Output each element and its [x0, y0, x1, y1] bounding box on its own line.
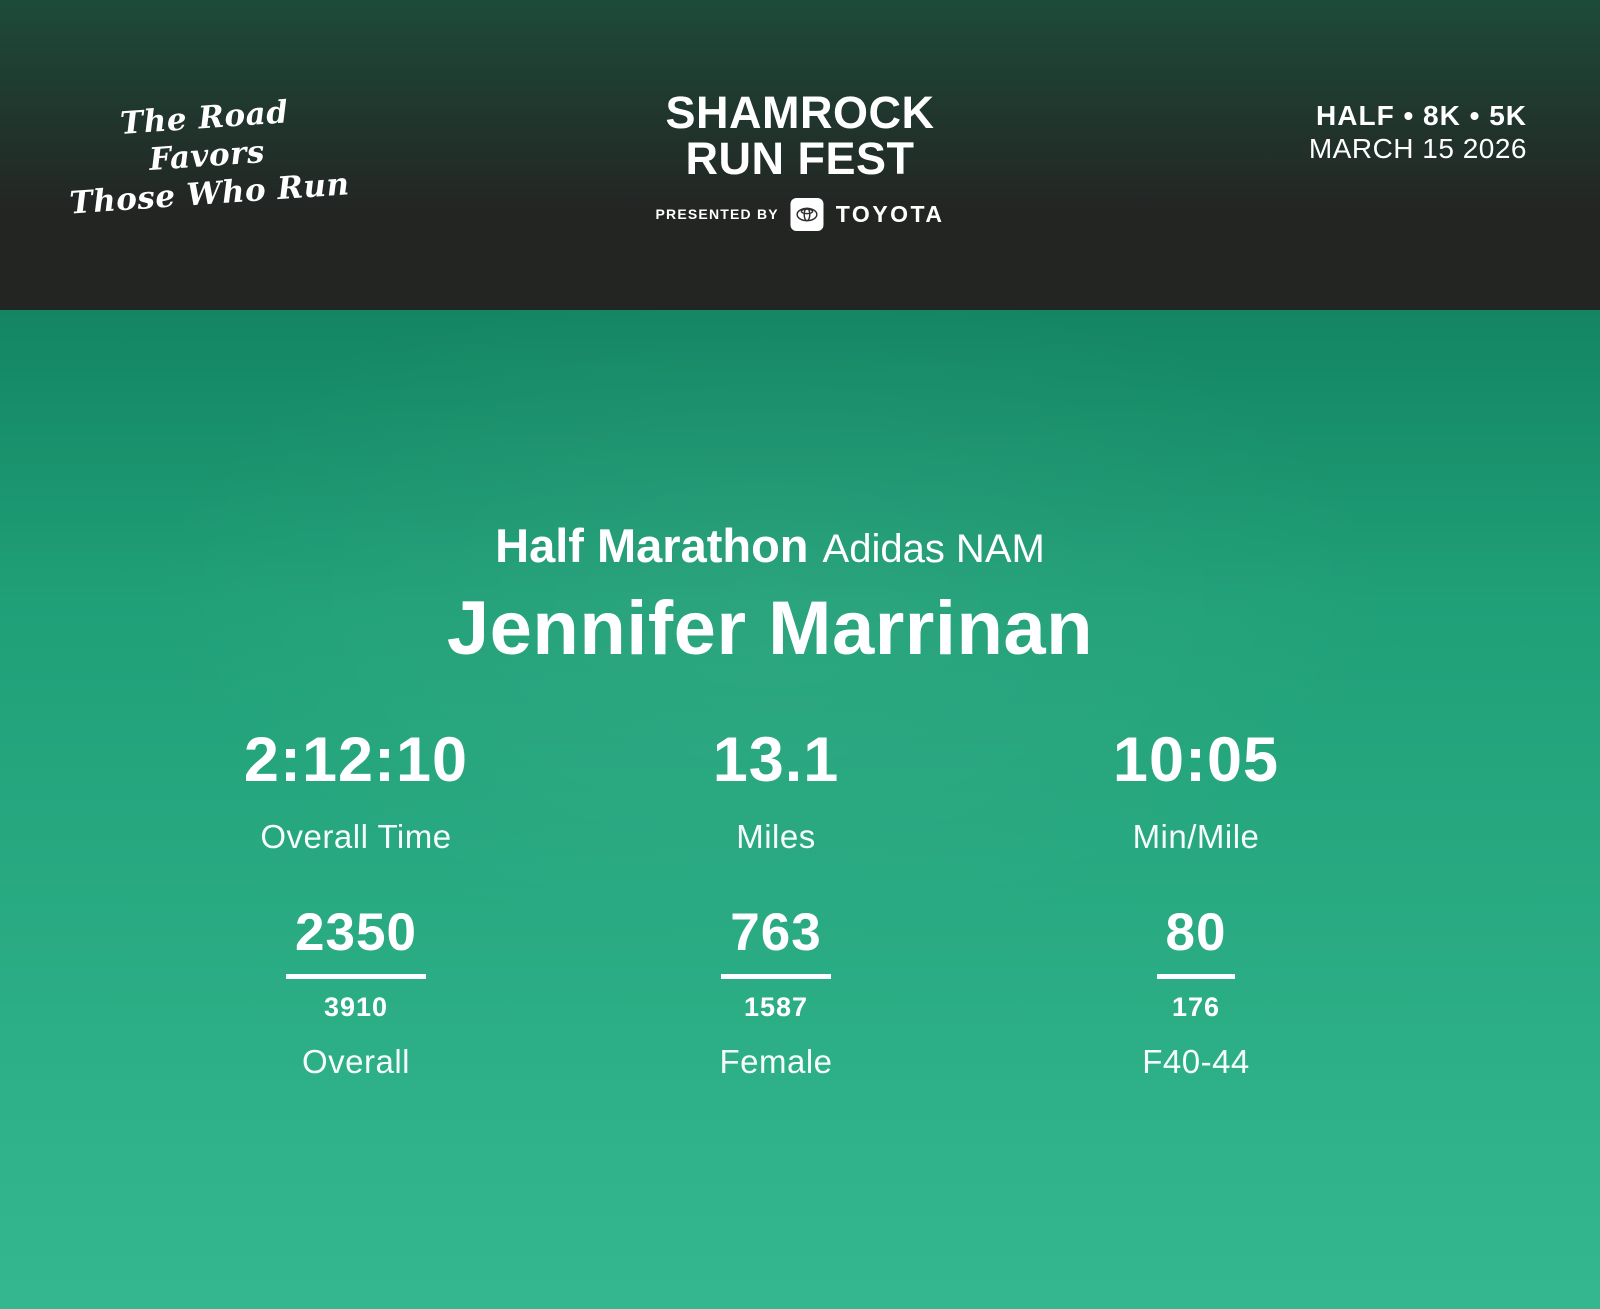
ranking-label: Overall	[301, 1043, 411, 1080]
race-info: HALF • 8K • 5K MARCH 15 2026	[1309, 100, 1527, 165]
tagline-script-logo: The Road Favors Those Who Run	[58, 90, 355, 223]
ranking-label: F40-44	[1142, 1043, 1250, 1080]
ranking-gender: 763 1587 Female	[566, 906, 986, 1081]
ranking-label: Female	[719, 1043, 833, 1080]
stat-value: 10:05	[1112, 725, 1280, 795]
stats-row: 2:12:10 Overall Time 13.1 Miles 10:05 Mi…	[146, 729, 1406, 856]
presented-by-label: PRESENTED BY	[655, 206, 779, 223]
ranking-total: 3910	[323, 992, 389, 1022]
stat-value: 13.1	[712, 725, 840, 795]
race-distances: HALF • 8K • 5K	[1316, 100, 1527, 131]
stat-label: Miles	[736, 818, 816, 855]
toyota-wordmark: TOYOTA	[835, 200, 945, 227]
event-logo-line1: SHAMROCK	[665, 87, 935, 138]
stat-miles: 13.1 Miles	[566, 729, 986, 856]
ranking-place: 80	[1156, 906, 1236, 979]
results-body: Half Marathon Adidas NAM Jennifer Marrina…	[0, 522, 1600, 1081]
rankings-row: 2350 3910 Overall 763 1587 Female 80 176…	[146, 906, 1406, 1081]
team-name: Adidas NAM	[822, 527, 1045, 571]
ranking-place: 763	[721, 906, 831, 979]
event-logo: SHAMROCK RUN FEST PRESENTED BY TOYOTA	[655, 90, 944, 231]
presented-by-row: PRESENTED BY TOYOTA	[655, 197, 945, 231]
athlete-name: Jennifer Marrinan	[446, 586, 1094, 671]
stat-value: 2:12:10	[243, 725, 469, 795]
ranking-total: 1587	[743, 992, 809, 1022]
stat-pace: 10:05 Min/Mile	[986, 729, 1406, 856]
result-subtitle: Half Marathon Adidas NAM	[0, 522, 1540, 569]
toyota-badge	[790, 197, 824, 231]
ranking-overall: 2350 3910 Overall	[146, 906, 566, 1081]
event-logo-line2: RUN FEST	[685, 132, 915, 184]
stat-label: Overall Time	[260, 818, 452, 855]
header-banner: The Road Favors Those Who Run SHAMROCK R…	[0, 0, 1600, 310]
ranking-division: 80 176 F40-44	[986, 906, 1406, 1081]
stat-label: Min/Mile	[1132, 818, 1260, 855]
stat-overall-time: 2:12:10 Overall Time	[146, 729, 566, 856]
toyota-emblem-icon	[796, 207, 818, 222]
ranking-total: 176	[1171, 992, 1221, 1022]
event-category: Half Marathon	[495, 519, 809, 572]
event-date: MARCH 15 2026	[1308, 133, 1527, 164]
ranking-place: 2350	[286, 906, 426, 979]
